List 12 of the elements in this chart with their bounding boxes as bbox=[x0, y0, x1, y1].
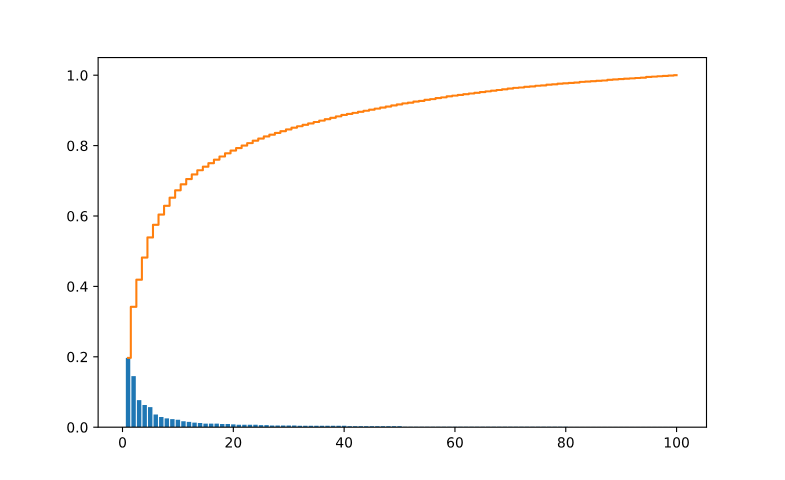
x-tick-label: 100 bbox=[664, 437, 689, 448]
x-tick-label: 40 bbox=[336, 437, 352, 448]
x-tick-label: 80 bbox=[558, 437, 574, 448]
y-tick-label: 0.8 bbox=[67, 140, 88, 152]
x-tick-label: 20 bbox=[226, 437, 242, 448]
y-tick-label: 0.4 bbox=[67, 281, 88, 292]
y-tick-label: 0.0 bbox=[67, 422, 88, 433]
y-tick-label: 0.2 bbox=[67, 352, 88, 362]
y-tick-label: 1.0 bbox=[68, 70, 88, 81]
y-tick-label: 0.6 bbox=[67, 210, 88, 222]
x-tick-label: 0 bbox=[119, 437, 126, 448]
x-tick-label: 60 bbox=[447, 437, 463, 448]
